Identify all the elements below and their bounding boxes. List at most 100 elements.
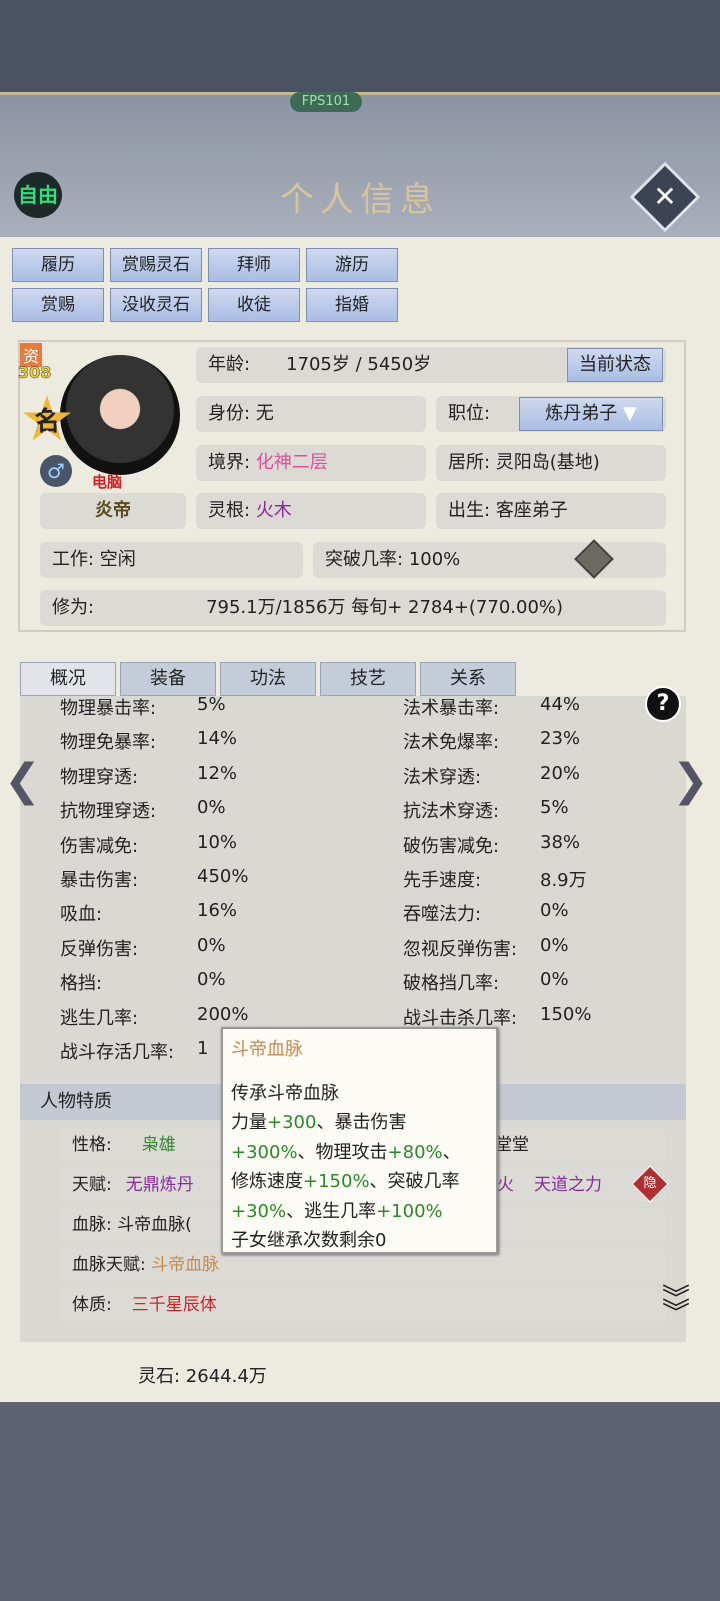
breakthrough-value: 100% <box>408 549 461 570</box>
realm-value: 化神二层 <box>255 452 328 473</box>
cultivation-field: 修为: 795.1万/1856万 每旬+ 2784+(770.00%) <box>40 590 666 626</box>
root-value: 火木 <box>255 500 292 521</box>
stat-value: 0% <box>197 969 226 991</box>
spirit-stones: 灵石: 2644.4万 <box>138 1366 267 1387</box>
stat-value: 14% <box>197 728 238 750</box>
arrange-marriage-button[interactable]: 指婚 <box>306 288 398 322</box>
stat-label: 格挡: <box>60 973 103 995</box>
reward-button[interactable]: 赏赐 <box>12 288 104 322</box>
bloodline-tooltip: 斗帝血脉 传承斗帝血脉 力量+300、暴击伤害 +300%、物理攻击+80%、 … <box>221 1027 498 1254</box>
history-button[interactable]: 履历 <box>12 248 104 282</box>
tab-equipment[interactable]: 装备 <box>120 662 216 696</box>
avatar[interactable] <box>60 355 180 475</box>
tooltip-line: +300%、物理攻击+80%、 <box>231 1141 461 1163</box>
talent-label: 天赋: <box>72 1175 112 1195</box>
free-mode-button[interactable]: 自由 <box>14 172 62 218</box>
stat-label: 物理穿透: <box>60 766 139 788</box>
stat-label: 暴击伤害: <box>60 870 139 891</box>
stat-label: 物理暴击率: <box>60 698 157 719</box>
male-icon: ♂ <box>40 455 72 487</box>
talent-2[interactable]: 火 <box>497 1175 514 1195</box>
aptitude-value: 308 <box>18 363 52 383</box>
profile-frame <box>18 340 686 632</box>
identity-field: 身份: 无 <box>196 396 426 432</box>
stat-value: 5% <box>197 694 226 715</box>
aptitude-label: 资 <box>20 343 43 367</box>
stat-label: 法术穿透: <box>403 766 482 788</box>
birth-field: 出生: 客座弟子 <box>436 493 666 529</box>
birth-label: 出生: <box>448 500 491 521</box>
physique-row: 体质: 三千星辰体 <box>60 1288 666 1322</box>
stat-value: 10% <box>197 831 238 853</box>
cultivation-label: 修为: <box>52 597 95 618</box>
stat-value: 12% <box>197 762 238 784</box>
stat-value: 0% <box>197 797 226 819</box>
stat-label: 忽视反弹伤害: <box>403 938 518 960</box>
tab-relations[interactable]: 关系 <box>420 662 516 696</box>
apprentice-button[interactable]: 拜师 <box>208 248 300 282</box>
stat-value: 20% <box>540 762 581 784</box>
page-title: 个人信息 <box>280 180 440 220</box>
stat-label: 逃生几率: <box>60 1007 139 1029</box>
position-dropdown[interactable]: 炼丹弟子 ▼ <box>519 397 663 431</box>
stat-label: 抗法术穿透: <box>403 801 500 823</box>
tab-overview[interactable]: 概况 <box>20 662 116 696</box>
stat-value: 44% <box>540 694 581 715</box>
age-value: 1705岁 / 5450岁 <box>286 354 432 375</box>
take-disciple-button[interactable]: 收徒 <box>208 288 300 322</box>
tooltip-line: 传承斗帝血脉 <box>231 1082 339 1104</box>
stat-value: 0% <box>197 934 226 956</box>
breakthrough-label: 突破几率: <box>325 549 404 570</box>
prev-arrow-icon[interactable]: ❮ <box>4 755 41 806</box>
work-field: 工作: 空闲 <box>40 542 303 578</box>
physique-label: 体质: <box>72 1295 112 1315</box>
tab-skills[interactable]: 技艺 <box>320 662 416 696</box>
bottom-area <box>0 1402 720 1601</box>
personality-value[interactable]: 枭雄 <box>141 1135 176 1155</box>
spirit-root-field: 灵根: 火木 <box>196 493 426 529</box>
stat-label: 反弹伤害: <box>60 938 139 960</box>
close-icon: ✕ <box>653 180 677 213</box>
travel-button[interactable]: 游历 <box>306 248 398 282</box>
bloodline-talent-label: 血脉天赋: <box>72 1255 146 1275</box>
current-status-button[interactable]: 当前状态 <box>567 348 663 382</box>
next-arrow-icon[interactable]: ❯ <box>672 755 709 806</box>
tooltip-line: +30%、逃生几率+100% <box>231 1200 443 1222</box>
stat-label: 破格挡几率: <box>403 973 500 995</box>
tab-techniques[interactable]: 功法 <box>220 662 316 696</box>
help-icon[interactable]: ? <box>645 686 681 722</box>
tooltip-line: 修炼速度+150%、突破几率 <box>231 1171 460 1192</box>
breakthrough-field: 突破几率: 100% <box>313 542 666 578</box>
age-label: 年龄: <box>208 354 251 375</box>
cultivation-value: 795.1万/1856万 每旬+ 2784+(770.00%) <box>206 597 564 618</box>
personality-label: 性格: <box>72 1135 112 1155</box>
realm-label: 境界: <box>208 452 251 473</box>
position-value: 炼丹弟子 <box>545 403 618 424</box>
stat-label: 吞噬法力: <box>403 904 482 926</box>
talent-1[interactable]: 无鼎炼丹 <box>125 1175 194 1195</box>
tooltip-line: 力量+300、暴击伤害 <box>231 1112 407 1133</box>
talent-3[interactable]: 天道之力 <box>534 1175 602 1195</box>
stat-value: 0% <box>540 969 569 991</box>
reward-stones-button[interactable]: 赏赐灵石 <box>110 248 202 282</box>
stat-label: 战斗存活几率: <box>60 1042 175 1063</box>
tooltip-title: 斗帝血脉 <box>231 1039 303 1060</box>
root-label: 灵根: <box>208 500 251 521</box>
chevron-down-icon: ▼ <box>622 403 637 424</box>
bloodline-talent-value[interactable]: 斗帝血脉 <box>151 1255 220 1275</box>
stat-label: 战斗击杀几率: <box>403 1007 518 1029</box>
stat-value: 23% <box>540 728 581 750</box>
stat-label: 吸血: <box>60 904 103 926</box>
physique-value[interactable]: 三千星辰体 <box>131 1295 217 1315</box>
personality-extra: 堂堂 <box>495 1135 529 1155</box>
identity-value: 无 <box>255 403 274 424</box>
confiscate-stones-button[interactable]: 没收灵石 <box>110 288 202 322</box>
tooltip-line: 子女继承次数剩余0 <box>231 1230 387 1251</box>
stat-value: 16% <box>197 900 238 922</box>
stat-label: 先手速度: <box>403 870 482 891</box>
identity-label: 身份: <box>208 403 251 424</box>
stat-label: 法术免爆率: <box>403 732 500 754</box>
stat-value: 0% <box>540 900 569 922</box>
hidden-badge-text: 隐 <box>643 1176 657 1191</box>
scroll-down-icon[interactable]: ︾ ︾ <box>662 1282 691 1329</box>
